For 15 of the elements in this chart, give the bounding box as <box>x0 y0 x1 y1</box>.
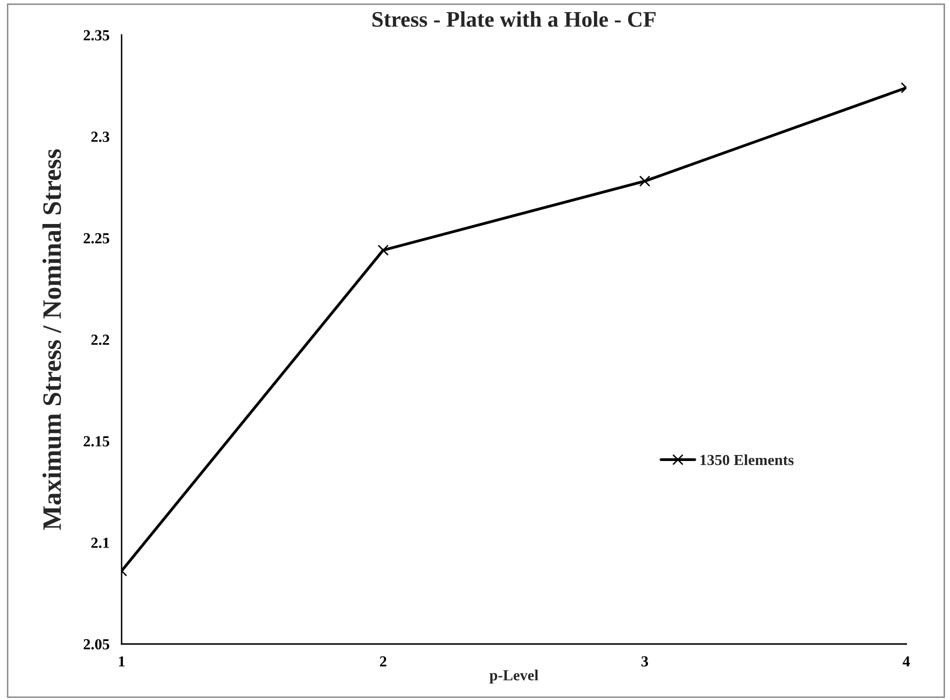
y-tick-label: 2.1 <box>91 538 110 548</box>
legend-label: 1350 Elements <box>700 454 794 466</box>
x-axis-title: p-Level <box>490 670 538 684</box>
y-tick-label: 2.3 <box>91 132 110 142</box>
x-tick-label: 3 <box>641 656 648 667</box>
y-axis-title: Maximum Stress / Nominal Stress <box>42 149 62 530</box>
chart-title: Stress - Plate with a Hole - CF <box>372 11 656 27</box>
y-tick-label: 2.35 <box>84 30 110 41</box>
y-tick-label: 2.15 <box>84 436 110 447</box>
x-tick-label: 2 <box>380 656 386 666</box>
x-tick-label: 1 <box>119 656 125 666</box>
y-tick-label: 2.2 <box>91 334 110 346</box>
x-tick-label: 4 <box>902 656 910 666</box>
y-tick-label: 2.05 <box>84 639 110 650</box>
y-tick-label: 2.25 <box>84 233 110 244</box>
